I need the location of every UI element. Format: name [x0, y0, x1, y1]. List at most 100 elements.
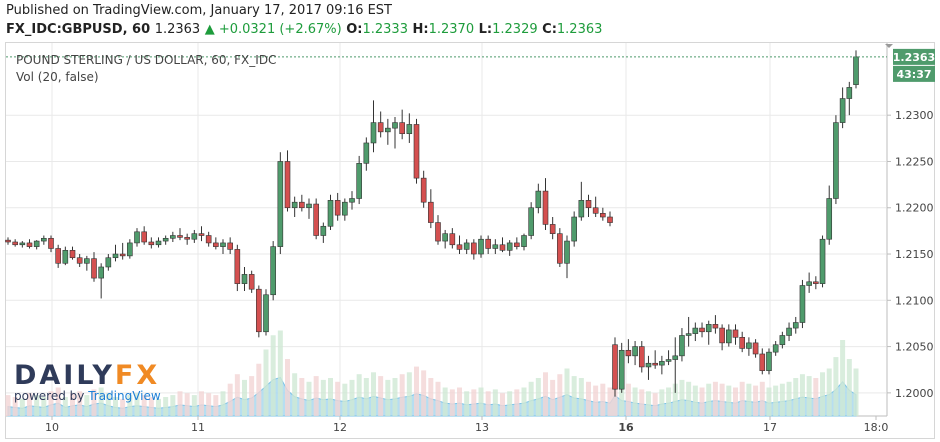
candle-body [612, 344, 618, 390]
volume-bar [759, 381, 765, 416]
candle-body [55, 248, 61, 264]
candle-body [306, 203, 312, 209]
volume-bar [385, 379, 391, 416]
volume-bar [406, 372, 412, 416]
volume-bar [371, 372, 376, 416]
candle-body [478, 238, 484, 255]
candle-body [449, 233, 456, 246]
volume-bar [127, 395, 133, 416]
chart-title: POUND STERLING / US DOLLAR, 60, FX_IDC [16, 53, 277, 67]
candle-body [406, 124, 413, 135]
candle-body [205, 235, 212, 244]
candle-body [853, 56, 859, 85]
y-tick-label: 1.2050 [895, 341, 934, 354]
volume-bar [799, 374, 805, 416]
logo-powered: powered by [14, 389, 89, 403]
volume-bar [692, 385, 698, 416]
volume-bar [277, 330, 283, 416]
price-badge-text: 1.2363 [893, 51, 935, 64]
volume-bar [27, 393, 32, 416]
volume-bar [285, 359, 290, 416]
candle-body [198, 233, 205, 236]
published-line: Published on TradingView.com, January 17… [6, 3, 393, 18]
candle-body [127, 242, 133, 257]
candle-body [772, 344, 779, 353]
candle-body [699, 327, 705, 333]
candle-body [112, 253, 119, 259]
volume-bar [449, 389, 455, 416]
candle-body [592, 207, 599, 214]
symbol-line: FX_IDC:GBPUSD, 60 1.2363 ▲ +0.0321 (+2.6… [6, 22, 602, 37]
candle-body [41, 237, 47, 242]
candle-body [705, 324, 712, 333]
candle-body [679, 335, 685, 357]
candle-body [220, 242, 226, 247]
candle-body [557, 233, 563, 264]
volume-bar [148, 397, 154, 416]
candle-body [585, 200, 592, 209]
candle-body [692, 327, 699, 334]
open-value: 1.2333 [362, 22, 408, 37]
x-tick-label: 11 [191, 421, 205, 434]
candle-body [327, 200, 334, 227]
candle-body [786, 327, 792, 336]
volume-indicator-label: Vol (20, false) [16, 70, 99, 84]
candle-body [5, 239, 11, 243]
close-value: 1.2363 [556, 22, 603, 37]
volume-bar [356, 374, 362, 416]
volume-bar [712, 381, 718, 416]
volume-bar [156, 398, 161, 416]
candle-body [645, 362, 652, 368]
candle-body [672, 355, 679, 360]
candle-body [428, 201, 434, 223]
candle-body [607, 216, 613, 223]
volume-bar [659, 389, 665, 416]
volume-bar [134, 393, 140, 416]
volume-bar [521, 387, 527, 416]
candle-body [119, 253, 126, 257]
candle-body [420, 177, 427, 203]
volume-bar [199, 391, 204, 416]
volume-bar [41, 397, 47, 416]
candle-body [752, 342, 759, 355]
dailyfx-logo: DAILYFX powered by TradingView [14, 360, 161, 403]
candle-body [521, 235, 527, 247]
volume-bar [335, 381, 341, 416]
candle-body [833, 122, 839, 199]
volume-bar [593, 385, 599, 416]
volume-bar [739, 381, 745, 416]
candle-body [435, 222, 441, 242]
candle-body [665, 359, 672, 362]
candle-body [759, 353, 766, 371]
low-label: L: [478, 22, 493, 37]
candle-body [184, 237, 190, 240]
low-value: 1.2329 [492, 22, 538, 37]
volume-bar [34, 395, 40, 416]
time-badge-bg [893, 65, 935, 82]
volume-bar [564, 368, 570, 416]
volume-bar [514, 389, 520, 416]
volume-bar [806, 376, 812, 416]
logo-tradingview: TradingView [88, 389, 161, 403]
candle-body [248, 274, 255, 290]
volume-bar [733, 387, 738, 416]
candle-body [370, 122, 377, 144]
volume-bar [342, 383, 348, 416]
volume-bar [500, 393, 505, 416]
candle-body [826, 198, 833, 240]
volume-bar [105, 393, 111, 416]
candle-body [334, 200, 341, 216]
volume-bar [84, 395, 90, 416]
candle-body [732, 329, 739, 338]
candle-body [98, 266, 104, 279]
volume-bar [249, 376, 255, 416]
volume-bar [206, 393, 212, 416]
candle-body [499, 244, 506, 251]
volume-bar [299, 378, 305, 416]
candle-body [299, 201, 305, 209]
candle-body [819, 238, 826, 284]
candle-body [148, 241, 155, 246]
volume-bar [464, 391, 470, 416]
volume-bar [349, 379, 355, 416]
